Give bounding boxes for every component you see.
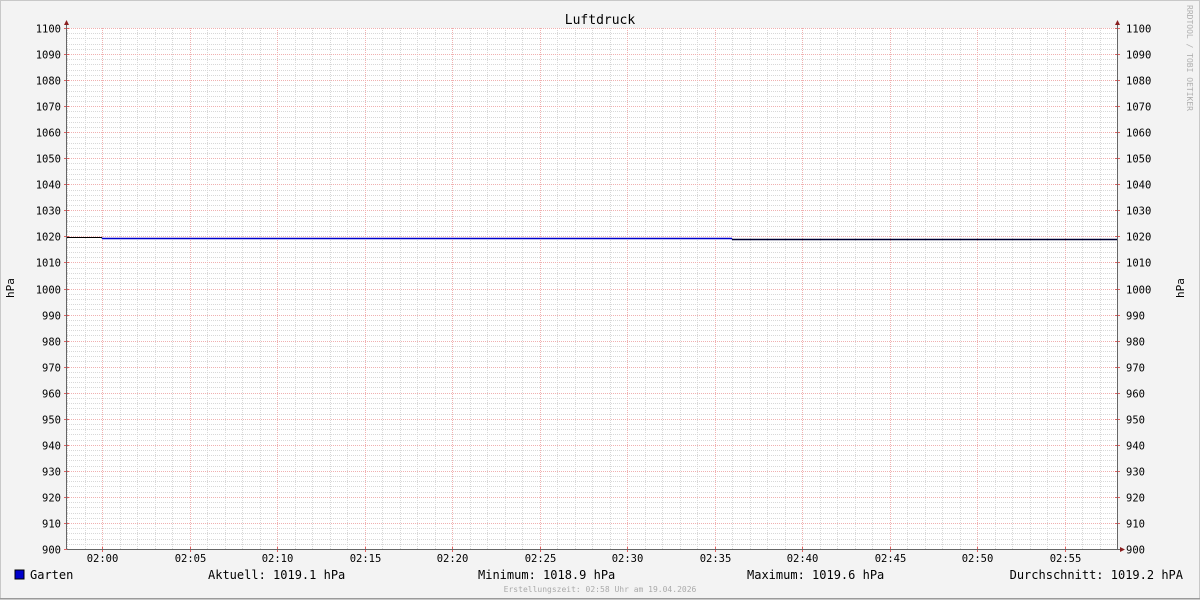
x-tick-label: 02:25 (525, 553, 557, 565)
y-tick-label-left: 950 (42, 415, 61, 427)
x-tick-label: 02:40 (787, 553, 819, 565)
y-tick-label-right: 1090 (1126, 50, 1151, 62)
x-tick-label: 02:15 (350, 553, 382, 565)
series-lines (67, 237, 1117, 241)
chart-title: Luftdruck (565, 13, 636, 28)
y-tick-label-left: 900 (42, 545, 61, 557)
axes (64, 20, 1125, 552)
y-tick-label-right: 980 (1126, 337, 1145, 349)
legend-swatch (14, 569, 25, 580)
stat-current: Aktuell: 1019.1 hPa (208, 568, 345, 582)
watermark: RRDTOOL / TOBI OETIKER (1185, 5, 1194, 111)
y-tick-label-right: 1070 (1126, 102, 1151, 114)
stat-maximum: Maximum: 1019.6 hPa (747, 568, 884, 582)
stat-average: Durchschnitt: 1019.2 hPA (1010, 568, 1184, 582)
y-tick-label-left: 1090 (36, 50, 61, 62)
y-tick-label-left: 1080 (36, 76, 61, 88)
x-tick-label: 02:20 (437, 553, 469, 565)
y-tick-label-right: 1050 (1126, 154, 1151, 166)
y-tick-label-right: 940 (1126, 441, 1145, 453)
y-tick-label-left: 970 (42, 363, 61, 375)
y-axis-arrow-right (1115, 20, 1120, 25)
x-tick-label: 02:30 (612, 553, 644, 565)
y-tick-label-right: 1100 (1126, 24, 1151, 36)
y-tick-label-left: 1100 (36, 24, 61, 36)
y-tick-label-right: 930 (1126, 467, 1145, 479)
y-tick-label-right: 950 (1126, 415, 1145, 427)
y-tick-label-left: 1030 (36, 206, 61, 218)
y-tick-label-right: 910 (1126, 519, 1145, 531)
x-tick-label: 02:50 (962, 553, 994, 565)
y-tick-label-left: 940 (42, 441, 61, 453)
x-tick-label: 02:45 (875, 553, 907, 565)
y-tick-label-right: 1080 (1126, 76, 1151, 88)
y-tick-label-right: 960 (1126, 389, 1145, 401)
y-tick-label-left: 1010 (36, 258, 61, 270)
y-tick-label-right: 1040 (1126, 180, 1151, 192)
stat-minimum: Minimum: 1018.9 hPa (478, 568, 615, 582)
y-tick-label-left: 1070 (36, 102, 61, 114)
y-tick-label-left: 990 (42, 311, 61, 323)
y-tick-label-left: 1060 (36, 128, 61, 140)
y-tick-label-left: 960 (42, 389, 61, 401)
y-tick-label-right: 990 (1126, 311, 1145, 323)
y-tick-label-right: 920 (1126, 493, 1145, 505)
x-tick-label: 02:00 (87, 553, 119, 565)
x-axis-arrow (1120, 547, 1125, 552)
y-tick-label-left: 1020 (36, 232, 61, 244)
y-axis-label-right: hPa (1174, 278, 1187, 298)
y-tick-label-right: 1010 (1126, 258, 1151, 270)
y-axis-arrow-left (64, 20, 69, 25)
y-tick-label-left: 1040 (36, 180, 61, 192)
footer-timestamp: Erstellungszeit: 02:58 Uhr am 19.04.2026 (504, 585, 697, 594)
y-tick-label-left: 930 (42, 467, 61, 479)
tick-labels: 900 900 910 910 920 920 930 930 940 940 950 950 960 9… (36, 24, 1152, 566)
y-axis-label-left: hPa (4, 278, 17, 298)
x-tick-label: 02:55 (1050, 553, 1082, 565)
y-tick-label-left: 920 (42, 493, 61, 505)
y-tick-label-left: 1000 (36, 285, 61, 297)
legend-label: Garten (30, 568, 73, 582)
x-tick-label: 02:05 (175, 553, 207, 565)
y-tick-label-right: 1030 (1126, 206, 1151, 218)
x-tick-label: 02:10 (262, 553, 294, 565)
y-tick-label-left: 980 (42, 337, 61, 349)
y-tick-label-left: 910 (42, 519, 61, 531)
x-tick-label: 02:35 (700, 553, 732, 565)
y-tick-label-right: 1060 (1126, 128, 1151, 140)
y-tick-label-right: 1000 (1126, 285, 1151, 297)
y-tick-label-right: 900 (1126, 545, 1145, 557)
y-tick-label-right: 970 (1126, 363, 1145, 375)
y-tick-label-left: 1050 (36, 154, 61, 166)
y-tick-label-right: 1020 (1126, 232, 1151, 244)
